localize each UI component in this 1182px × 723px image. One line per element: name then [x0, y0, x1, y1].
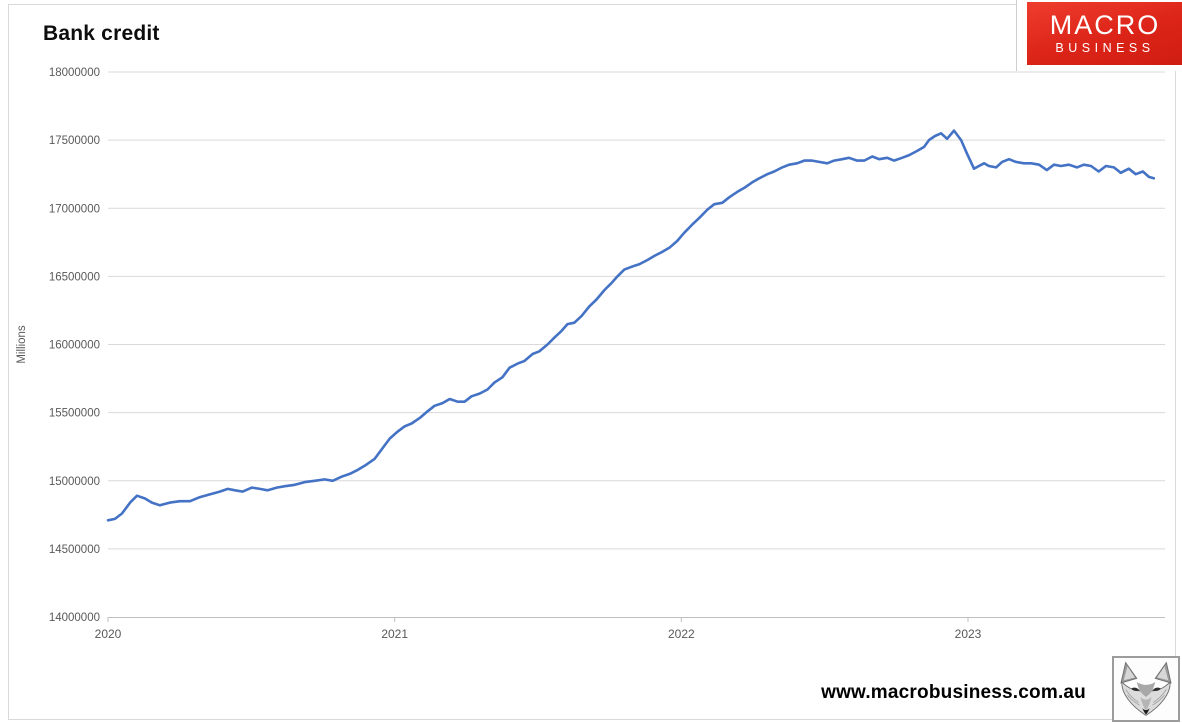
x-tick-label: 2020 — [95, 627, 122, 641]
y-tick-label: 18000000 — [49, 67, 100, 79]
macrobusiness-logo: MACRO BUSINESS — [1016, 0, 1182, 71]
logo-text-business: BUSINESS — [1055, 41, 1155, 55]
fox-sketch-icon — [1120, 661, 1172, 716]
y-tick-label: 16000000 — [49, 340, 100, 352]
y-tick-label: 17000000 — [49, 203, 100, 215]
macrobusiness-logo-box: MACRO BUSINESS — [1027, 2, 1182, 65]
bank-credit-line — [106, 129, 1156, 522]
x-tick-label: 2022 — [668, 627, 695, 641]
fox-logo — [1112, 656, 1180, 722]
logo-text-macro: MACRO — [1049, 10, 1161, 40]
x-tick-label: 2021 — [381, 627, 408, 641]
y-tick-label: 17500000 — [49, 135, 100, 147]
y-tick-label: 15500000 — [49, 408, 100, 420]
y-tick-label: 14500000 — [49, 544, 100, 556]
x-tick-label: 2023 — [955, 627, 982, 641]
y-tick-label: 14000000 — [49, 612, 100, 624]
website-url: www.macrobusiness.com.au — [821, 682, 1086, 703]
y-axis-title: Millions — [16, 325, 28, 364]
y-tick-label: 16500000 — [49, 271, 100, 283]
y-tick-label: 15000000 — [49, 476, 100, 488]
chart-title: Bank credit — [43, 22, 160, 45]
